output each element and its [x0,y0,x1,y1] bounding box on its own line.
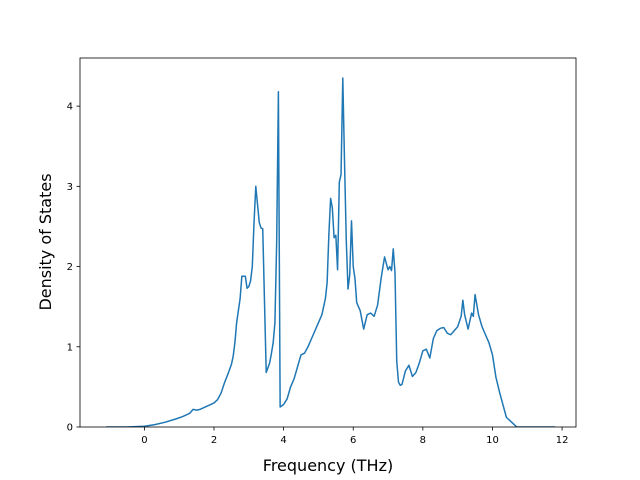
x-tick-label: 10 [486,435,499,446]
y-tick-label: 2 [67,262,73,273]
y-tick-label: 4 [67,102,73,113]
x-axis-label: Frequency (THz) [263,456,393,475]
x-tick-label: 4 [280,435,286,446]
dos-series-line-0 [106,77,556,427]
plot-area [106,77,556,427]
x-tick-label: 8 [420,435,426,446]
y-tick-label: 1 [67,342,73,353]
y-tick-label: 0 [67,423,73,434]
x-tick-label: 2 [211,435,217,446]
x-tick-label: 12 [556,435,569,446]
plot-frame [79,57,577,428]
x-tick-label: 6 [350,435,356,446]
y-axis-label: Density of States [36,173,55,310]
x-tick-label: 0 [141,435,147,446]
y-tick-label: 3 [67,182,73,193]
